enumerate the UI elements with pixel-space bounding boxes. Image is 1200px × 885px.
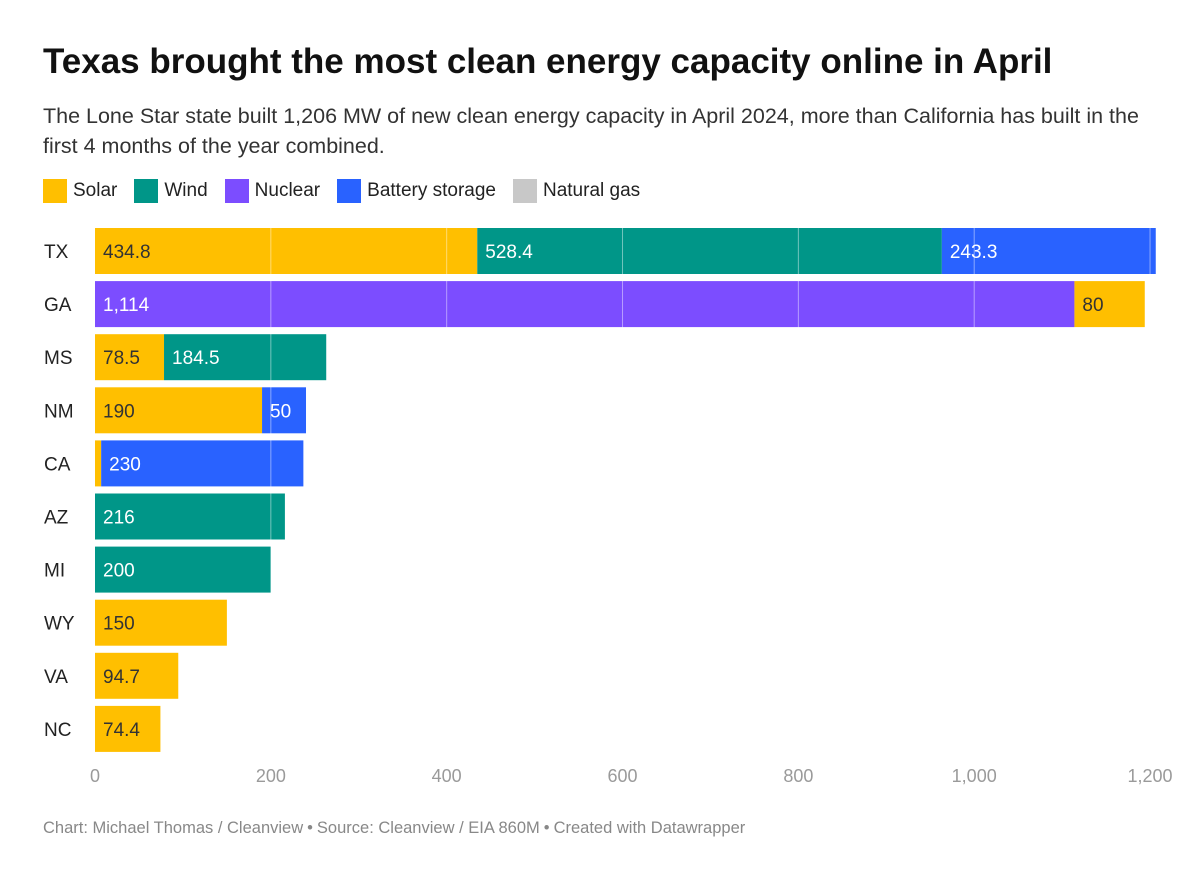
category-label: VA (44, 667, 68, 688)
category-label: TX (44, 242, 69, 263)
x-tick-label: 0 (90, 766, 100, 786)
x-tick-label: 200 (256, 766, 286, 786)
x-tick-label: 800 (783, 766, 813, 786)
legend-item-solar: Solar (43, 179, 117, 203)
category-label: MS (44, 348, 73, 369)
legend-label-nuclear: Nuclear (254, 180, 321, 201)
data-label: 243.3 (950, 242, 998, 263)
stacked-bar-chart: TX 434.8 528.4 243.3 GA 1,114 80 MS 78.5 184.5 NM 1… (44, 228, 1173, 786)
bar-tx-wind (477, 228, 942, 274)
footer-separator: • (307, 819, 313, 837)
category-label: WY (44, 614, 75, 635)
legend-label-wind: Wind (164, 180, 208, 201)
bar-ca-solar (95, 440, 102, 487)
data-label: 94.7 (103, 667, 140, 688)
bars-group (95, 228, 1156, 752)
bar-wy-solar (95, 599, 227, 646)
category-label: NM (44, 401, 74, 422)
data-label: 190 (103, 401, 135, 422)
legend-item-nuclear: Nuclear (224, 179, 321, 203)
legend-swatch-nuclear (224, 179, 249, 203)
data-label: 150 (103, 614, 135, 635)
data-label: 434.8 (103, 242, 151, 263)
category-label: GA (44, 295, 72, 316)
bar-ga-nuclear (95, 281, 1075, 328)
bar-nc-solar (95, 705, 161, 752)
bar-nm-solar (95, 387, 263, 434)
chart-title: Texas brought the most clean energy capa… (43, 42, 1053, 81)
data-label: 80 (1082, 295, 1103, 316)
bar-nm-battery-storage (262, 387, 307, 434)
bar-tx-battery-storage (941, 228, 1156, 274)
data-label: 74.4 (103, 720, 140, 741)
data-label: 1,114 (103, 295, 150, 316)
legend-label-natural-gas: Natural gas (542, 180, 641, 201)
bar-az-wind (95, 493, 285, 540)
legend-item-natural-gas: Natural gas (512, 179, 641, 203)
chart-footer: Chart: Michael Thomas / Cleanview • Source… (43, 819, 745, 838)
bar-ms-solar (95, 334, 165, 381)
chart-subtitle: The Lone Star state built 1,206 MW of ne… (43, 104, 1139, 158)
footer-separator: • (543, 819, 550, 837)
bar-ga-solar (1074, 281, 1145, 328)
bar-tx-solar (95, 228, 478, 274)
legend-item-battery-storage: Battery storage (337, 179, 496, 203)
data-label: 216 (103, 508, 135, 529)
footer-created-with: Created with Datawrapper (553, 819, 746, 837)
category-label: NC (44, 720, 71, 741)
category-label: MI (44, 561, 65, 582)
legend-label-solar: Solar (73, 180, 118, 201)
x-tick-label: 1,200 (1128, 766, 1173, 786)
legend-swatch-battery-storage (337, 179, 362, 203)
data-label: 528.4 (485, 242, 533, 263)
category-label: CA (44, 454, 71, 475)
x-tick-label: 1,000 (952, 766, 997, 786)
legend-swatch-natural-gas (512, 179, 537, 203)
legend-swatch-wind (134, 179, 159, 203)
bar-va-solar (95, 652, 179, 699)
bar-mi-wind (95, 546, 271, 593)
data-label: 184.5 (172, 348, 220, 369)
legend-item-wind: Wind (134, 179, 208, 203)
footer-credit: Chart: Michael Thomas / Cleanview (43, 819, 304, 837)
chart-legend: Solar Wind Nuclear Battery storage Natur… (43, 179, 657, 203)
data-label: 200 (103, 561, 135, 582)
x-tick-label: 400 (432, 766, 462, 786)
bar-ms-wind (164, 334, 327, 381)
data-label: 78.5 (103, 348, 140, 369)
x-tick-label: 600 (607, 766, 637, 786)
data-label: 50 (270, 401, 291, 422)
legend-swatch-solar (43, 179, 67, 203)
bar-ca-battery-storage (101, 440, 304, 487)
legend-label-battery-storage: Battery storage (367, 180, 496, 201)
category-label: AZ (44, 508, 69, 529)
data-label: 230 (109, 454, 141, 475)
footer-source: Source: Cleanview / EIA 860M (316, 819, 540, 837)
